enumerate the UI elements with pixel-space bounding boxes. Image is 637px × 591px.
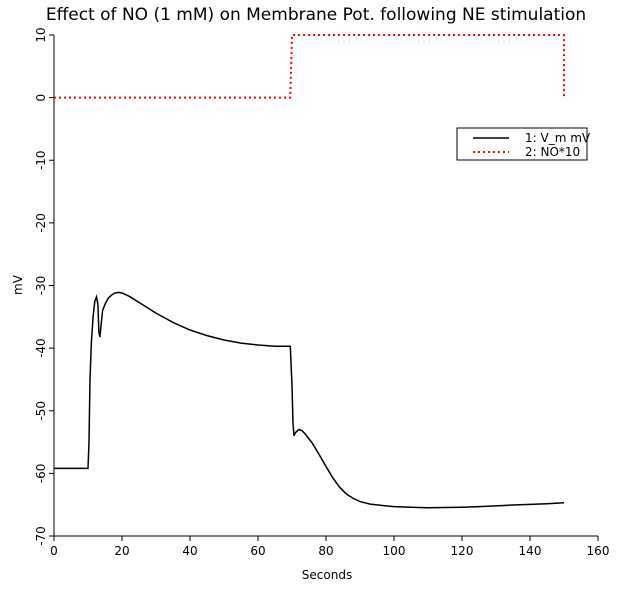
x-tick-label: 140: [519, 544, 542, 558]
y-tick-label: -30: [34, 276, 48, 296]
legend-box: [456, 127, 588, 161]
x-tick-label: 120: [451, 544, 474, 558]
y-tick-label: -20: [34, 213, 48, 233]
y-axis-label: mV: [11, 274, 25, 295]
chart-title: Effect of NO (1 mM) on Membrane Pot. fol…: [46, 5, 586, 25]
legend-entry-1: 1: V_m mV: [525, 131, 591, 145]
y-tick-label: -60: [34, 464, 48, 484]
y-tick-label: 0: [34, 94, 48, 102]
plot-area: 0 20 40 60 80 100 120 140 160100-10-20-30-40-50-…: [34, 27, 609, 558]
x-tick-label: 100: [383, 544, 406, 558]
x-tick-label: 80: [318, 544, 333, 558]
series-line-1: [54, 291, 565, 509]
x-tick-label: 20: [114, 544, 129, 558]
x-tick-label: 60: [250, 544, 265, 558]
x-tick-label: 160: [587, 544, 610, 558]
y-tick-label: -40: [34, 338, 48, 358]
series-line-2: [54, 34, 565, 99]
y-tick-label: -10: [34, 150, 48, 170]
y-tick-label: 10: [34, 27, 48, 42]
y-tick-label: -50: [34, 401, 48, 421]
legend-entry-2: 2: NO*10: [525, 145, 580, 159]
x-axis-label: Seconds: [302, 568, 352, 582]
legend: 1: V_m mV2: NO*10: [456, 127, 591, 161]
x-tick-label: 40: [182, 544, 197, 558]
y-tick-label: -70: [34, 526, 48, 546]
x-tick-label: 0: [50, 544, 58, 558]
